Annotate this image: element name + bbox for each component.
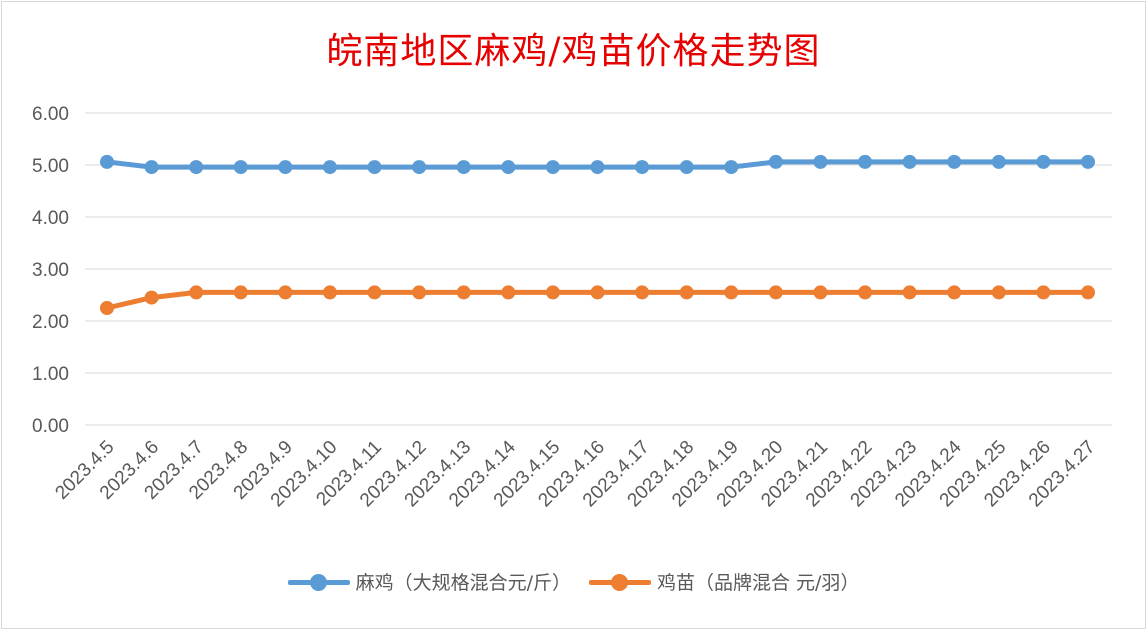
data-point-series-1 <box>278 285 293 300</box>
y-tick-label: 4.00 <box>32 208 69 229</box>
data-point-series-0 <box>189 160 204 175</box>
data-point-series-1 <box>501 285 516 300</box>
data-point-series-0 <box>768 154 783 169</box>
data-point-series-0 <box>367 160 382 175</box>
data-point-series-0 <box>545 160 560 175</box>
data-point-series-0 <box>278 160 293 175</box>
data-point-series-1 <box>545 285 560 300</box>
data-point-series-0 <box>501 160 516 175</box>
data-point-series-1 <box>947 285 962 300</box>
data-point-series-0 <box>412 160 427 175</box>
data-point-series-1 <box>189 285 204 300</box>
y-tick-label: 0.00 <box>32 416 69 437</box>
data-point-series-1 <box>1081 285 1095 300</box>
data-point-series-1 <box>813 285 828 300</box>
data-point-series-1 <box>724 285 739 300</box>
legend-label-series-0: 麻鸡（大规格混合元/斤） <box>355 572 571 594</box>
data-point-series-1 <box>902 285 917 300</box>
data-point-series-0 <box>679 160 694 175</box>
y-tick-label: 3.00 <box>32 260 69 281</box>
data-point-series-0 <box>1081 154 1095 169</box>
data-point-series-1 <box>322 285 337 300</box>
data-point-series-0 <box>322 160 337 175</box>
data-point-series-0 <box>1036 154 1051 169</box>
data-point-series-0 <box>991 154 1006 169</box>
legend-label-series-1: 鸡苗（品牌混合 元/羽） <box>656 572 860 594</box>
data-point-series-1 <box>100 301 114 315</box>
data-point-series-1 <box>456 285 471 300</box>
data-point-series-1 <box>144 290 159 305</box>
data-point-series-1 <box>233 285 248 300</box>
chart-title: 皖南地区麻鸡/鸡苗价格走势图 <box>326 31 821 72</box>
legend-swatch-series-0 <box>287 572 350 592</box>
data-point-series-0 <box>100 154 114 169</box>
data-point-series-0 <box>947 154 962 169</box>
y-tick-label: 2.00 <box>32 312 69 333</box>
data-point-series-1 <box>991 285 1006 300</box>
data-point-series-1 <box>635 285 650 300</box>
data-point-series-0 <box>590 160 605 175</box>
data-point-series-1 <box>768 285 783 300</box>
legend-item-series-1: 鸡苗（品牌混合 元/羽） <box>588 568 860 595</box>
data-point-series-0 <box>233 160 248 175</box>
data-point-series-1 <box>858 285 873 300</box>
legend: 麻鸡（大规格混合元/斤） 鸡苗（品牌混合 元/羽） <box>0 568 1147 595</box>
data-point-series-0 <box>456 160 471 175</box>
data-point-series-1 <box>1036 285 1051 300</box>
data-point-series-0 <box>813 154 828 169</box>
data-point-series-0 <box>902 154 917 169</box>
data-point-series-0 <box>724 160 739 175</box>
legend-swatch-series-1 <box>588 572 651 592</box>
y-tick-label: 1.00 <box>32 364 69 385</box>
y-tick-label: 6.00 <box>32 104 69 125</box>
data-point-series-1 <box>367 285 382 300</box>
data-point-series-1 <box>679 285 694 300</box>
data-point-series-0 <box>858 154 873 169</box>
y-tick-label: 5.00 <box>32 156 69 177</box>
legend-item-series-0: 麻鸡（大规格混合元/斤） <box>287 568 571 595</box>
data-point-series-0 <box>144 160 159 175</box>
data-point-series-1 <box>412 285 427 300</box>
data-point-series-0 <box>635 160 650 175</box>
data-point-series-1 <box>590 285 605 300</box>
